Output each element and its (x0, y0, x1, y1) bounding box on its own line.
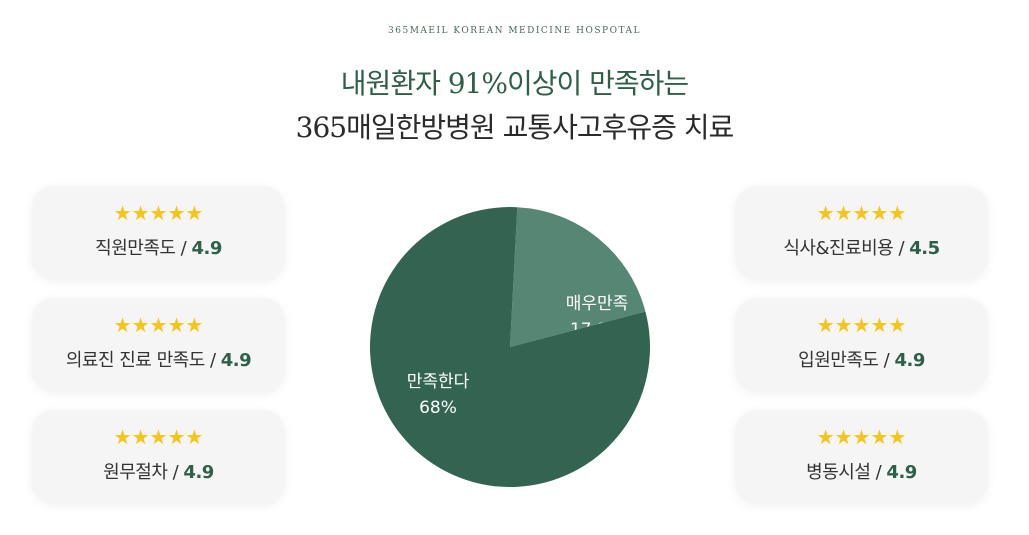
pie-slice (510, 207, 646, 347)
rating-score: 4.5 (909, 238, 940, 259)
rating-label: 의료진 진료 만족도 / (65, 350, 221, 371)
star-rating-icon: ★★★★★ (816, 201, 907, 225)
rating-label: 식사&진료비용 / (783, 238, 910, 259)
rating-score: 4.9 (886, 462, 917, 483)
title-line-1: 내원환자 91%이상이 만족하는 (340, 67, 689, 100)
star-rating-icon: ★★★★★ (113, 313, 204, 337)
hospital-eyebrow: 365MAEIL KOREAN MEDICINE HOSPOTAL (388, 26, 641, 36)
star-rating-icon: ★★★★★ (113, 425, 204, 449)
star-rating-icon: ★★★★★ (113, 201, 204, 225)
rating-card-ward: ★★★★★ 병동시설 / 4.9 (735, 410, 988, 504)
star-rating-icon: ★★★★★ (816, 425, 907, 449)
rating-card-admin: ★★★★★ 원무절차 / 4.9 (32, 410, 285, 504)
rating-card-admission: ★★★★★ 입원만족도 / 4.9 (735, 298, 988, 392)
rating-label: 입원만족도 / (798, 350, 895, 371)
pie-slice-label: 매우만족 (566, 294, 629, 314)
rating-label: 원무절차 / (103, 462, 184, 483)
rating-score: 4.9 (191, 238, 222, 259)
rating-score: 4.9 (220, 350, 252, 371)
pie-slice (370, 207, 650, 487)
pie-slice-label: 만족한다 (407, 372, 470, 392)
rating-label: 병동시설 / (806, 462, 887, 483)
rating-card-staff: ★★★★★ 직원만족도 / 4.9 (32, 186, 285, 280)
rating-score: 4.9 (894, 350, 925, 371)
rating-card-medical-staff: ★★★★★ 의료진 진료 만족도 / 4.9 (32, 298, 285, 392)
pie-slice-value: 68% (419, 398, 457, 418)
rating-label: 직원만족도 / (95, 238, 192, 259)
rating-card-meal-cost: ★★★★★ 식사&진료비용 / 4.5 (735, 186, 988, 280)
star-rating-icon: ★★★★★ (816, 313, 907, 337)
rating-score: 4.9 (183, 462, 214, 483)
title-line-2: 365매일한방병원 교통사고후유증 치료 (295, 111, 735, 144)
